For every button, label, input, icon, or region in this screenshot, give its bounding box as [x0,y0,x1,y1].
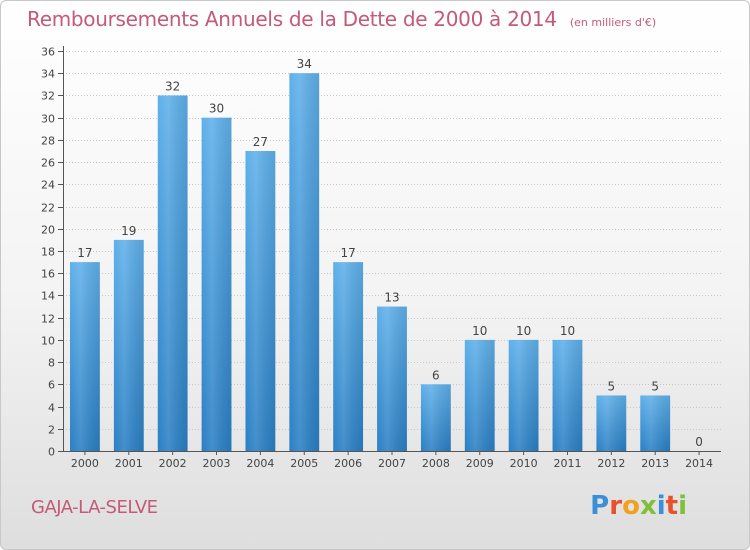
data-label: 6 [432,368,440,382]
y-tick-label: 24 [41,179,55,192]
data-label: 17 [77,246,92,260]
bar-sheen [464,339,495,451]
y-tick-label: 30 [41,113,55,126]
x-tick-label: 2010 [510,457,538,470]
y-tick-label: 36 [41,46,55,59]
proxiti-logo[interactable]: Proxiti [590,491,687,521]
x-tick-label: 2009 [466,457,494,470]
data-label: 5 [608,379,616,393]
data-labels: 17 19 32 30 27 34 17 13 6 10 10 10 5 5 0 [77,57,703,449]
chart-title: Remboursements Annuels de la Dette de 20… [27,7,656,31]
logo-letter: r [609,491,623,521]
bar-sheen [377,306,407,451]
x-tick-label: 2003 [203,457,231,470]
x-tick-label: 2008 [422,457,450,470]
x-tick-label: 2007 [378,457,406,470]
y-tick-label: 0 [48,446,55,459]
bars [70,73,671,452]
x-tick-label: 2013 [641,457,669,470]
data-label: 32 [165,79,180,93]
x-tick-label: 2012 [597,457,625,470]
bar-sheen [201,117,232,452]
y-tick-label: 18 [41,246,55,259]
x-tick-label: 2000 [71,457,99,470]
bar-sheen [596,395,627,451]
bar-sheen [508,339,539,451]
chart-title-text: Remboursements Annuels de la Dette de 20… [27,7,557,31]
data-label: 13 [384,291,399,305]
logo-letter: i [656,491,666,521]
y-tick-label: 22 [41,202,55,215]
y-tick-label: 2 [48,424,55,437]
y-tick-label: 26 [41,157,55,170]
chart-unit-label: (en milliers d'€) [569,16,657,29]
y-tick-label: 10 [41,335,55,348]
data-label: 34 [297,57,312,71]
y-tick-label: 16 [41,268,55,281]
x-tick-label: 2001 [115,457,143,470]
bar-sheen [420,384,451,451]
bar-sheen [245,151,276,451]
y-tick-label: 32 [41,90,55,103]
y-tick-label: 14 [41,290,55,303]
data-label: 17 [340,246,355,260]
logo-letter: x [639,491,657,521]
data-label: 10 [472,324,487,338]
x-tick-label: 2006 [334,457,362,470]
x-tick-label: 2011 [553,457,581,470]
x-tick-label: 2014 [685,457,713,470]
commune-name: GAJA-LA-SELVE [31,497,158,518]
y-tick-label: 20 [41,224,55,237]
x-tick-label: 2002 [159,457,187,470]
bar-sheen [640,395,671,451]
data-label: 0 [695,435,703,449]
logo-letter: i [678,491,687,521]
logo-letter: o [622,491,640,521]
data-label: 10 [516,324,531,338]
bar-sheen [333,262,364,451]
logo-letter: t [665,491,679,521]
y-tick-label: 28 [41,135,55,148]
data-label: 10 [560,324,575,338]
data-label: 27 [253,135,268,149]
y-tick-label: 34 [41,68,55,81]
y-tick-label: 4 [48,402,55,415]
bar-sheen [157,95,188,451]
x-tick-label: 2005 [290,457,318,470]
bar-sheen [70,262,100,451]
x-tick-label: 2004 [246,457,274,470]
data-label: 30 [209,102,224,116]
bar-sheen [289,73,320,451]
y-tick-label: 8 [48,357,55,370]
y-tick-label: 12 [41,313,55,326]
data-label: 5 [651,379,659,393]
logo-letter: P [590,491,610,521]
bar-sheen [552,339,583,451]
bar-sheen [113,239,144,451]
y-tick-label: 6 [48,379,55,392]
data-label: 19 [121,224,136,238]
